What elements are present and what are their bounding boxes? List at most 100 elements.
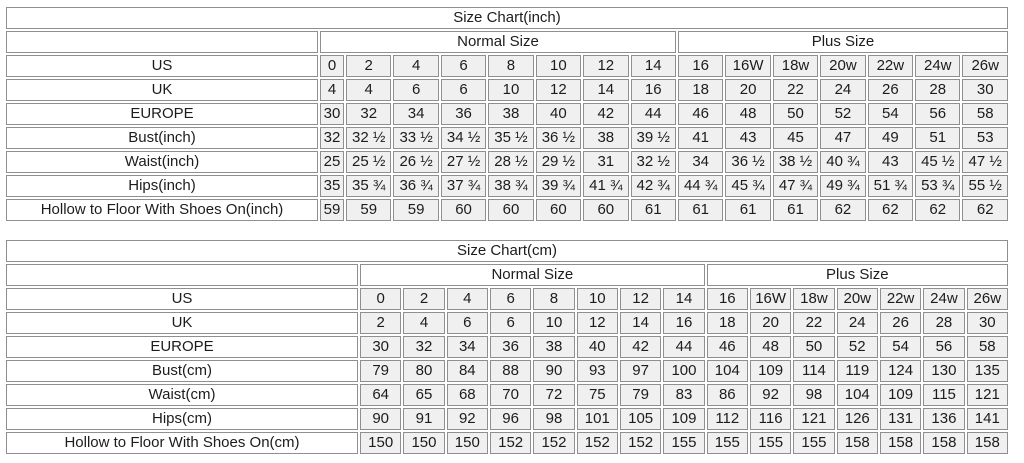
size-cell: 83 [663, 384, 705, 406]
size-cell: 150 [446, 432, 488, 454]
size-cell: 20w [836, 288, 878, 310]
size-cell: 158 [923, 432, 965, 454]
size-cell: 37 ¾ [440, 175, 487, 197]
size-chart-cm-table: Size Chart(cm) Normal Size Plus Size US 0 2 4 6… [4, 238, 1010, 456]
size-cell: 6 [440, 79, 487, 101]
size-cell: 10 [488, 79, 534, 101]
size-cell: 53 [962, 127, 1008, 149]
size-cell: 121 [793, 408, 835, 430]
size-cell: 58 [966, 336, 1008, 358]
size-cell: 24 [820, 79, 866, 101]
size-cell: 92 [446, 408, 488, 430]
size-cell: 46 [706, 336, 748, 358]
size-cell: 40 ¾ [820, 151, 866, 173]
size-cell: 115 [923, 384, 965, 406]
size-cell: 16W [725, 55, 771, 77]
size-cell: 6 [440, 55, 487, 77]
size-cell: 40 [535, 103, 582, 125]
size-cell: 131 [879, 408, 922, 430]
size-cell: 20 [749, 312, 792, 334]
size-cell: 14 [630, 55, 676, 77]
table-title: Size Chart(cm) [6, 240, 1008, 262]
row-label: Waist(cm) [6, 384, 358, 406]
size-cell: 35 [320, 175, 344, 197]
table-row: Bust(cm) 79 80 84 88 90 93 97 100 104 109 114 119 124… [6, 360, 1008, 382]
size-cell: 155 [706, 432, 748, 454]
size-cell: 6 [489, 312, 532, 334]
size-cell: 155 [749, 432, 792, 454]
size-cell: 32 [403, 336, 445, 358]
size-cell: 18w [793, 288, 835, 310]
size-cell: 25 [320, 151, 344, 173]
size-cell: 12 [576, 312, 618, 334]
size-cell: 31 [583, 151, 629, 173]
size-cell: 62 [915, 199, 961, 221]
size-cell: 43 [867, 151, 914, 173]
size-cell: 90 [360, 408, 402, 430]
size-cell: 32 [320, 127, 344, 149]
size-cell: 38 [533, 336, 575, 358]
size-cell: 36 [489, 336, 532, 358]
size-cell: 24w [915, 55, 961, 77]
table-row: US 0 2 4 6 8 10 12 14 16 16W 18w 20w 22w 24w 26w [6, 55, 1008, 77]
size-cell: 86 [706, 384, 748, 406]
size-cell: 60 [440, 199, 487, 221]
size-cell: 48 [749, 336, 792, 358]
size-cell: 28 [915, 79, 961, 101]
size-cell: 30 [966, 312, 1008, 334]
size-cell: 158 [879, 432, 922, 454]
row-label: Hips(cm) [6, 408, 358, 430]
size-cell: 4 [403, 312, 445, 334]
corner-cell [6, 31, 318, 53]
size-cell: 34 ½ [440, 127, 487, 149]
table-row: Hips(cm) 90 91 92 96 98 101 105 109 112 116 121 126 1… [6, 408, 1008, 430]
size-cell: 4 [346, 79, 392, 101]
size-cell: 42 [583, 103, 629, 125]
size-cell: 39 ¾ [535, 175, 582, 197]
size-cell: 61 [677, 199, 724, 221]
row-label: Hollow to Floor With Shoes On(cm) [6, 432, 358, 454]
size-cell: 36 [440, 103, 487, 125]
size-cell: 4 [446, 288, 488, 310]
size-cell: 44 ¾ [677, 175, 724, 197]
size-cell: 22w [879, 288, 922, 310]
size-cell: 135 [966, 360, 1008, 382]
size-cell: 14 [619, 312, 662, 334]
size-cell: 38 [583, 127, 629, 149]
size-cell: 12 [619, 288, 662, 310]
size-cell: 4 [393, 55, 439, 77]
size-cell: 45 ¾ [725, 175, 771, 197]
size-cell: 22 [772, 79, 819, 101]
size-cell: 59 [320, 199, 344, 221]
row-label: EUROPE [6, 336, 358, 358]
size-cell: 32 [346, 103, 392, 125]
size-cell: 4 [320, 79, 344, 101]
size-cell: 52 [836, 336, 878, 358]
size-cell: 84 [446, 360, 488, 382]
size-cell: 119 [836, 360, 878, 382]
size-cell: 22 [793, 312, 835, 334]
normal-size-header: Normal Size [320, 31, 676, 53]
table-row: UK 4 4 6 6 10 12 14 16 18 20 22 24 26 28 30 [6, 79, 1008, 101]
size-cell: 105 [619, 408, 662, 430]
size-cell: 152 [576, 432, 618, 454]
size-cell: 26 [867, 79, 914, 101]
table-row: Hollow to Floor With Shoes On(inch) 59 59 5… [6, 199, 1008, 221]
size-cell: 49 ¾ [820, 175, 866, 197]
size-cell: 90 [533, 360, 575, 382]
size-cell: 68 [446, 384, 488, 406]
size-cell: 61 [772, 199, 819, 221]
size-cell: 16 [706, 288, 748, 310]
size-cell: 2 [360, 312, 402, 334]
table-row: US 0 2 4 6 8 10 12 14 16 16W 18w 20w 22w 24w 26w [6, 288, 1008, 310]
row-label: Hips(inch) [6, 175, 318, 197]
size-cell: 150 [403, 432, 445, 454]
size-cell: 44 [663, 336, 705, 358]
table-row: Hips(inch) 35 35 ¾ 36 ¾ 37 ¾ 38 ¾ 39 ¾ 41 ¾ 42 ¾… [6, 175, 1008, 197]
size-cell: 96 [489, 408, 532, 430]
size-cell: 41 [677, 127, 724, 149]
size-cell: 130 [923, 360, 965, 382]
size-cell: 61 [630, 199, 676, 221]
size-cell: 141 [966, 408, 1008, 430]
